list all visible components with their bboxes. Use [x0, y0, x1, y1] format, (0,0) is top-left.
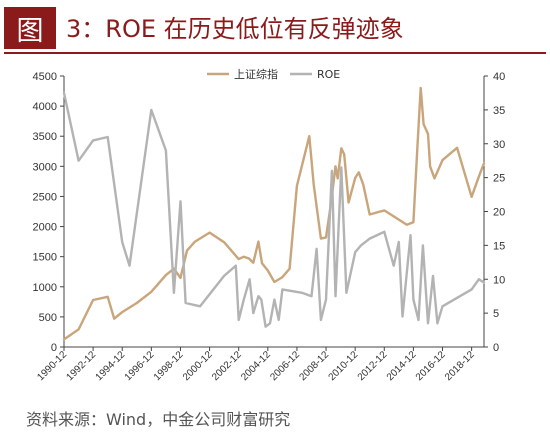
y-right-tick-label: 10	[493, 274, 505, 286]
x-tick-label: 2018-12	[443, 349, 477, 383]
figure-badge: 图	[4, 7, 56, 49]
series-line-roe	[62, 91, 486, 328]
y-right-tick-label: 5	[493, 308, 499, 320]
y-left-tick-label: 4500	[33, 71, 57, 83]
x-tick-label: 1998-12	[152, 349, 186, 383]
y-left-tick-label: 2000	[33, 222, 57, 234]
figure-header: 图 3：ROE 在历史低位有反弹迹象	[0, 0, 550, 58]
x-tick-label: 2014-12	[385, 349, 419, 383]
y-left-tick-label: 4000	[33, 101, 57, 113]
x-tick-label: 2012-12	[356, 349, 390, 383]
source-note: 资料来源：Wind，中金公司财富研究	[26, 410, 291, 429]
x-tick-label: 2010-12	[327, 349, 361, 383]
x-tick-label: 2004-12	[239, 349, 273, 383]
y-right-tick-label: 30	[493, 139, 505, 151]
x-tick-label: 1990-12	[35, 349, 69, 383]
figure-title: 3：ROE 在历史低位有反弹迹象	[66, 15, 404, 43]
x-tick-label: 1992-12	[65, 349, 99, 383]
legend-item-roe-label: ROE	[317, 68, 340, 81]
y-left-tick-label: 1000	[33, 282, 57, 294]
y-left-tick-label: 3500	[33, 131, 57, 143]
x-tick-label: 2016-12	[414, 349, 448, 383]
y-left-tick-label: 500	[39, 312, 57, 324]
y-right-tick-label: 0	[493, 342, 499, 354]
y-left-tick-label: 3000	[33, 161, 57, 173]
y-left-tick-label: 1500	[33, 252, 57, 264]
x-tick-label: 1994-12	[94, 349, 128, 383]
y-left-tick-label: 0	[51, 342, 57, 354]
x-tick-label: 2008-12	[297, 349, 331, 383]
y-right-tick-label: 20	[493, 207, 505, 219]
line-chart: 0 500 1000 1500 2000 2500 3000 3500 4000 4500 0 5 10…	[33, 67, 506, 383]
header-rule	[4, 52, 546, 54]
y-right-tick-label: 35	[493, 105, 505, 117]
x-tick-label: 2006-12	[268, 349, 302, 383]
y-right-tick-label: 25	[493, 173, 505, 185]
series-line-index	[62, 86, 486, 341]
x-tick-label: 1996-12	[123, 349, 157, 383]
x-tick-label: 2002-12	[210, 349, 244, 383]
x-tick-label: 2000-12	[181, 349, 215, 383]
y-right-tick-label: 40	[493, 71, 505, 83]
legend-item-index-label: 上证综指	[234, 67, 278, 81]
y-right-tick-label: 15	[493, 240, 505, 252]
y-left-tick-label: 2500	[33, 191, 57, 203]
